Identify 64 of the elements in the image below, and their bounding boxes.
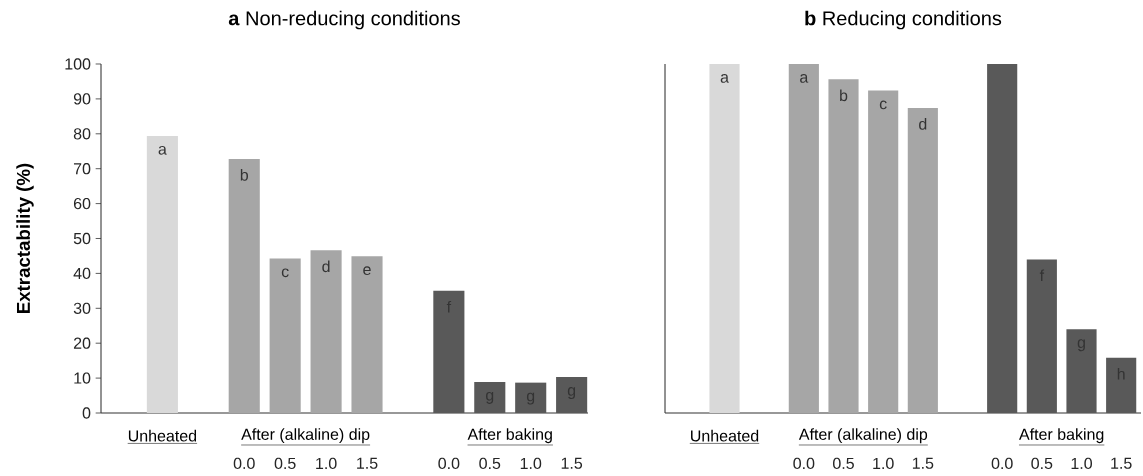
y-tick-label: 40 <box>73 267 91 280</box>
x-tick-label: 1.5 <box>357 457 378 469</box>
y-tick-label: 60 <box>73 197 91 210</box>
data-label: b <box>840 89 848 102</box>
bar <box>474 381 506 413</box>
bar <box>515 382 547 413</box>
x-tick-label: 0.5 <box>1031 457 1053 470</box>
x-tick-label: 0.0 <box>438 457 460 470</box>
data-label: e <box>363 266 371 276</box>
text: After baking <box>1019 428 1104 444</box>
x-tick-label: 0.0 <box>991 457 1013 470</box>
data-label: b <box>240 168 249 181</box>
bar <box>1026 259 1057 413</box>
y-tick-label: 20 <box>73 337 91 349</box>
bar <box>868 90 899 413</box>
x-tick-label: 0.0 <box>793 457 815 470</box>
y-tick-label: 80 <box>73 128 91 140</box>
x-tick-label: 0.5 <box>274 457 296 470</box>
x-tick-label: 1.0 <box>1071 457 1093 470</box>
y-tick-label: 30 <box>73 302 91 314</box>
x-tick-label: 1.5 <box>561 457 583 469</box>
y-tick-label: 70 <box>73 163 91 175</box>
bar <box>1106 357 1137 413</box>
data-label: a <box>800 74 809 83</box>
bar <box>987 64 1018 413</box>
x-tick-label: 1.5 <box>1111 457 1132 469</box>
data-label: c <box>879 100 887 110</box>
x-tick-label: 0.0 <box>233 457 255 470</box>
x-tick-label: 1.0 <box>873 457 894 470</box>
bar <box>1066 329 1097 413</box>
chart-title: a Non-reducing conditions <box>228 10 460 30</box>
bar <box>907 107 938 413</box>
x-tick-label: 1.0 <box>520 457 542 470</box>
bar <box>269 258 301 413</box>
bar <box>351 256 383 413</box>
chart-title: b Reducing conditions <box>805 10 1002 30</box>
y-axis-title: Extractability (%) <box>16 163 34 313</box>
x-tick-label: 1.0 <box>316 457 337 470</box>
x-tick-label: 1.5 <box>912 457 934 469</box>
bar <box>556 377 588 413</box>
text: Unheated <box>691 429 759 442</box>
text: After (alkaline) dip <box>241 428 370 444</box>
data-label: d <box>322 260 330 273</box>
bar <box>828 79 859 413</box>
text: Unheated <box>128 429 197 442</box>
y-tick-label: 100 <box>65 58 91 70</box>
bar <box>709 64 740 413</box>
bar <box>433 290 465 413</box>
y-tick-label: 50 <box>73 232 91 245</box>
x-tick-label: 0.5 <box>833 457 854 470</box>
y-tick-label: 0 <box>82 407 91 419</box>
text: After baking <box>467 428 552 444</box>
bar <box>788 64 819 413</box>
data-label: a <box>158 145 167 155</box>
bar <box>310 250 342 413</box>
bar <box>228 158 260 413</box>
data-label: d <box>919 118 927 130</box>
data-label: a <box>720 74 729 83</box>
text: After (alkaline) dip <box>798 428 928 444</box>
data-label: c <box>281 268 289 278</box>
bar <box>146 135 178 413</box>
y-tick-label: 10 <box>74 372 91 384</box>
y-tick-label: 90 <box>73 93 91 105</box>
x-tick-label: 0.5 <box>479 457 501 470</box>
